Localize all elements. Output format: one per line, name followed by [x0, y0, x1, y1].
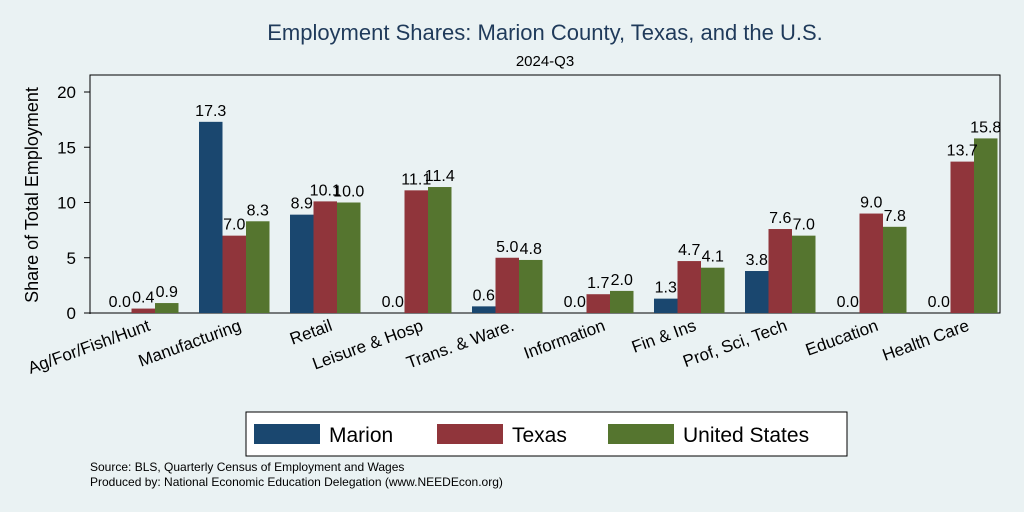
- bar-united-states: [155, 303, 179, 313]
- data-label: 0.0: [564, 294, 586, 311]
- bar-united-states: [792, 235, 816, 313]
- bar-texas: [950, 161, 974, 313]
- bars: [131, 121, 998, 314]
- data-label: 0.0: [382, 294, 404, 311]
- data-label: 7.6: [769, 210, 791, 227]
- data-label: 7.8: [884, 208, 906, 225]
- footer-source: Source: BLS, Quarterly Census of Employm…: [90, 460, 405, 474]
- legend-label: United States: [683, 424, 809, 447]
- bar-united-states: [974, 138, 998, 313]
- legend: Marion Texas United States: [245, 411, 848, 457]
- bar-texas: [677, 261, 701, 313]
- category-label: Education: [803, 316, 881, 360]
- category-label: Retail: [287, 316, 334, 349]
- data-label: 17.3: [195, 103, 226, 120]
- data-label: 4.1: [702, 249, 724, 266]
- data-label: 8.3: [247, 202, 269, 219]
- data-label: 13.7: [947, 143, 978, 160]
- data-label: 4.7: [678, 242, 700, 259]
- bar-marion: [745, 271, 769, 313]
- bar-texas: [131, 308, 155, 313]
- data-label: 9.0: [860, 195, 882, 212]
- bar-texas: [404, 190, 428, 313]
- data-label: 1.3: [655, 280, 677, 297]
- bar-marion: [654, 298, 678, 313]
- data-label: 8.9: [291, 196, 313, 213]
- y-tick-label: 20: [57, 83, 76, 102]
- legend-label: Texas: [512, 424, 567, 447]
- data-label: 15.8: [970, 119, 1001, 136]
- data-label: 10.1: [310, 182, 341, 199]
- bar-texas: [859, 213, 883, 313]
- y-tick-label: 10: [57, 194, 76, 213]
- data-label: 11.1: [401, 171, 431, 188]
- bar-marion: [472, 306, 496, 313]
- data-label: 0.6: [473, 287, 495, 304]
- data-labels: 0.0 0.4 0.917.37.08.3 8.910.110.00.011.111.…: [109, 103, 1002, 311]
- category-label: Prof, Sci, Tech: [680, 316, 789, 371]
- y-tick-label: 5: [67, 249, 76, 268]
- data-label: 5.0: [496, 239, 518, 256]
- chart-subtitle: 2024-Q3: [516, 53, 574, 70]
- y-tick-label: 0: [67, 304, 76, 323]
- bar-marion: [199, 121, 223, 314]
- bar-united-states: [610, 290, 634, 313]
- y-axis-label: Share of Total Employment: [22, 87, 42, 303]
- data-label: 0.0: [928, 294, 950, 311]
- data-label: 0.0: [109, 294, 131, 311]
- bar-united-states: [428, 187, 452, 313]
- data-label: 0.4: [132, 290, 154, 307]
- y-ticks: 0 5 10 15 20: [57, 83, 90, 323]
- bar-united-states: [337, 202, 361, 313]
- data-label: 11.4: [425, 168, 455, 185]
- data-label: 7.0: [223, 217, 245, 234]
- data-label: 3.8: [746, 252, 768, 269]
- y-tick-label: 15: [57, 138, 76, 157]
- data-label: 10.0: [333, 184, 364, 201]
- bar-texas: [313, 201, 337, 313]
- bar-texas: [222, 235, 246, 313]
- legend-box: [245, 411, 848, 457]
- bar-texas: [586, 294, 610, 313]
- legend-swatch-marion: [254, 424, 320, 444]
- data-label: 4.8: [520, 241, 542, 258]
- category-label: Ag/For/Fish/Hunt: [25, 316, 152, 378]
- bar-marion: [290, 214, 314, 313]
- data-label: 0.0: [837, 294, 859, 311]
- legend-label: Marion: [329, 424, 393, 447]
- data-label: 2.0: [611, 272, 633, 289]
- category-label: Health Care: [880, 316, 972, 365]
- legend-swatch-texas: [437, 424, 503, 444]
- data-label: 0.9: [156, 284, 178, 301]
- data-label: 1.7: [587, 275, 609, 292]
- data-label: 7.0: [793, 217, 815, 234]
- category-label: Information: [521, 316, 607, 363]
- bar-united-states: [701, 267, 725, 313]
- bar-united-states: [883, 226, 907, 313]
- legend-swatch-united-states: [608, 424, 674, 444]
- bar-texas: [495, 257, 519, 313]
- bar-united-states: [246, 221, 270, 313]
- chart-title: Employment Shares: Marion County, Texas,…: [267, 20, 823, 45]
- category-label: Manufacturing: [136, 316, 244, 371]
- bar-texas: [768, 229, 792, 313]
- bar-united-states: [519, 259, 543, 313]
- footer-produced: Produced by: National Economic Education…: [90, 475, 503, 489]
